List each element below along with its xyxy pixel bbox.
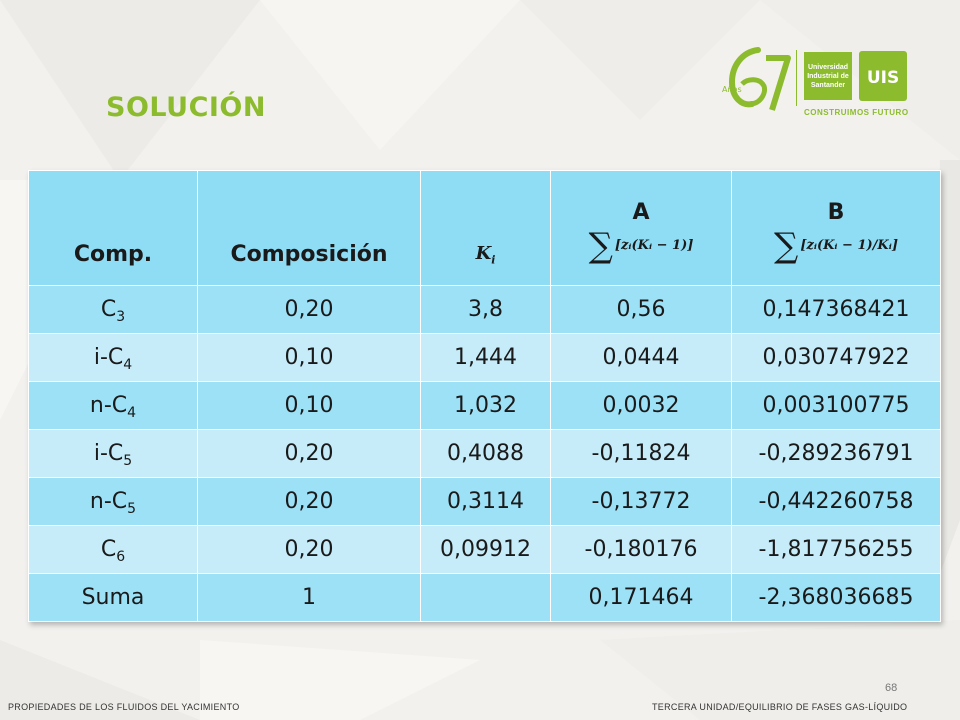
cell-composicion: 0,20 <box>197 525 421 574</box>
cell-k: 0,4088 <box>420 429 551 478</box>
header-composicion-label: Composición <box>230 242 388 267</box>
cell-k: 1,444 <box>420 333 551 382</box>
header-k-symbol: Ki <box>475 243 496 267</box>
logo-tagline: CONSTRUIMOS FUTURO <box>804 108 909 117</box>
cell-b: -2,368036685 <box>731 573 941 622</box>
header-a-letter: A <box>632 199 650 225</box>
cell-b: 0,003100775 <box>731 381 941 430</box>
cell-composicion: 0,20 <box>197 285 421 334</box>
cell-comp: Suma <box>28 573 198 622</box>
cell-a: -0,11824 <box>550 429 732 478</box>
header-b-letter: B <box>827 199 845 225</box>
table-row-total: Suma 1 0,171464 -2,368036685 <box>28 573 941 622</box>
sigma-icon: ∑ <box>774 225 799 266</box>
cell-comp: i-C5 <box>28 429 198 478</box>
cell-comp: n-C4 <box>28 381 198 430</box>
sigma-icon: ∑ <box>588 225 613 266</box>
cell-a: 0,56 <box>550 285 732 334</box>
university-logo: Años Universidad Industrial de Santander… <box>712 44 912 124</box>
header-comp: Comp. <box>28 170 198 286</box>
table-header-row: Comp. Composición Ki A ∑ [zᵢ(Kᵢ − 1)] B ∑… <box>28 170 941 286</box>
svg-text:UIS: UIS <box>867 68 899 88</box>
cell-composicion: 0,20 <box>197 477 421 526</box>
cell-k: 3,8 <box>420 285 551 334</box>
table-row: i-C5 0,20 0,4088 -0,11824 -0,289236791 <box>28 429 941 478</box>
cell-k: 0,3114 <box>420 477 551 526</box>
table-row: C6 0,20 0,09912 -0,180176 -1,817756255 <box>28 525 941 574</box>
footer-unit-title: TERCERA UNIDAD/EQUILIBRIO DE FASES GAS-L… <box>652 702 908 712</box>
cell-a: 0,0444 <box>550 333 732 382</box>
cell-comp: i-C4 <box>28 333 198 382</box>
header-comp-label: Comp. <box>73 242 153 267</box>
header-k: Ki <box>420 170 551 286</box>
header-b: B ∑ [zᵢ(Kᵢ − 1)/Kᵢ] <box>731 170 941 286</box>
cell-a: -0,13772 <box>550 477 732 526</box>
header-a: A ∑ [zᵢ(Kᵢ − 1)] <box>550 170 732 286</box>
slide-title: SOLUCIÓN <box>106 92 266 123</box>
cell-composicion: 0,10 <box>197 333 421 382</box>
uis-emblem-icon: UIS <box>859 51 907 101</box>
cell-a: -0,180176 <box>550 525 732 574</box>
header-a-formula: ∑ [zᵢ(Kᵢ − 1)] <box>588 225 694 266</box>
table-row: i-C4 0,10 1,444 0,0444 0,030747922 <box>28 333 941 382</box>
cell-composicion: 1 <box>197 573 421 622</box>
cell-b: -1,817756255 <box>731 525 941 574</box>
header-b-formula: ∑ [zᵢ(Kᵢ − 1)/Kᵢ] <box>774 225 898 266</box>
cell-b: -0,289236791 <box>731 429 941 478</box>
university-name-box: Universidad Industrial de Santander <box>804 52 852 100</box>
cell-a: 0,0032 <box>550 381 732 430</box>
anniversary-67-logo: Años <box>722 47 791 111</box>
page-number: 68 <box>885 682 898 694</box>
cell-comp: n-C5 <box>28 477 198 526</box>
header-composicion: Composición <box>197 170 421 286</box>
cell-k <box>420 573 551 622</box>
cell-k: 0,09912 <box>420 525 551 574</box>
cell-composicion: 0,10 <box>197 381 421 430</box>
footer-course-title: PROPIEDADES DE LOS FLUIDOS DEL YACIMIENT… <box>8 702 240 712</box>
logo-divider <box>796 50 797 106</box>
table-row: n-C5 0,20 0,3114 -0,13772 -0,442260758 <box>28 477 941 526</box>
table-row: n-C4 0,10 1,032 0,0032 0,003100775 <box>28 381 941 430</box>
anniversary-sub-label: Años <box>722 85 742 94</box>
cell-b: 0,030747922 <box>731 333 941 382</box>
cell-comp: C3 <box>28 285 198 334</box>
cell-b: -0,442260758 <box>731 477 941 526</box>
cell-b: 0,147368421 <box>731 285 941 334</box>
cell-composicion: 0,20 <box>197 429 421 478</box>
table-row: C3 0,20 3,8 0,56 0,147368421 <box>28 285 941 334</box>
cell-comp: C6 <box>28 525 198 574</box>
cell-a: 0,171464 <box>550 573 732 622</box>
solution-table: Comp. Composición Ki A ∑ [zᵢ(Kᵢ − 1)] B ∑… <box>28 170 941 622</box>
cell-k: 1,032 <box>420 381 551 430</box>
